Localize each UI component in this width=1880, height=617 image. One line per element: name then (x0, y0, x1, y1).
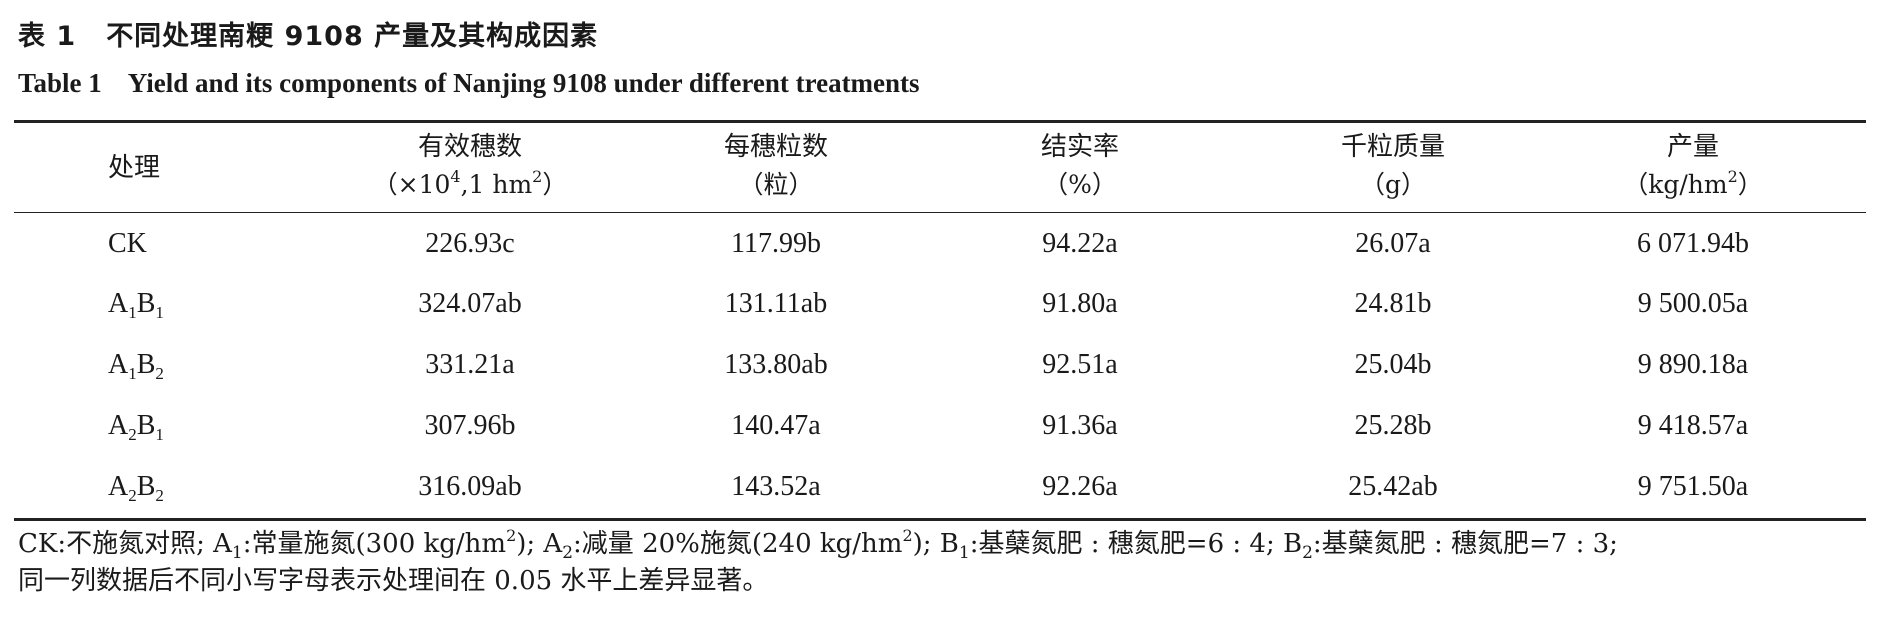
cell-setting-rate: 91.36a (1042, 410, 1118, 441)
header-yield-name: 产量 (1666, 132, 1719, 162)
table-bottom-rule (14, 518, 1866, 521)
table-footnote-line2: 同一列数据后不同小写字母表示处理间在 0.05 水平上差异显著。 (18, 566, 769, 596)
cell-grains: 140.47a (731, 410, 821, 441)
cell-treatment: A1B1 (108, 288, 164, 322)
cell-panicles: 226.93c (425, 228, 515, 259)
header-seed-setting-rate-unit: （%） (1043, 170, 1117, 199)
cell-grains: 131.11ab (724, 288, 828, 319)
cell-grain-weight: 25.28b (1354, 410, 1432, 441)
cell-panicles: 316.09ab (418, 471, 522, 502)
cell-grain-weight: 26.07a (1355, 228, 1431, 259)
caption-number-en: Table 1 (18, 68, 102, 98)
cell-yield: 9 751.50a (1637, 471, 1749, 502)
cell-panicles: 331.21a (425, 349, 515, 380)
table-caption-chinese: 表 1 不同处理南粳 9108 产量及其构成因素 (18, 14, 598, 53)
header-grains-per-panicle-unit: （粒） (738, 170, 814, 199)
table-caption-english: Table 1 Yield and its components of Nanji… (18, 68, 920, 99)
cell-panicles: 324.07ab (418, 288, 522, 319)
header-treatment: 处理 (108, 153, 161, 183)
table-top-rule (14, 120, 1866, 123)
cell-setting-rate: 92.51a (1042, 349, 1118, 380)
cell-setting-rate: 91.80a (1042, 288, 1118, 319)
cell-yield: 6 071.94b (1637, 228, 1749, 259)
cell-yield: 9 500.05a (1637, 288, 1749, 319)
header-effective-panicles: 有效穗数 （×104,1 hm2） (373, 128, 568, 204)
cell-setting-rate: 94.22a (1042, 228, 1118, 259)
cell-grains: 143.52a (731, 471, 821, 502)
cell-treatment: A2B1 (108, 410, 164, 444)
caption-title-en: Yield and its components of Nanjing 9108… (127, 68, 920, 98)
cell-yield: 9 890.18a (1637, 349, 1749, 380)
header-effective-panicles-unit: （×104,1 hm2） (372, 167, 568, 200)
cell-yield: 9 418.57a (1637, 410, 1749, 441)
cell-grains: 117.99b (731, 228, 821, 259)
header-yield: 产量 （kg/hm2） (1623, 128, 1763, 204)
header-effective-panicles-name: 有效穗数 (417, 132, 523, 162)
header-thousand-grain-weight-unit: （g） (1359, 170, 1427, 199)
header-grains-per-panicle: 每穗粒数 （粒） (724, 128, 828, 204)
table-footnote-line1: CK:不施氮对照; A1:常量施氮(300 kg/hm2); A2:减量 20%… (18, 526, 1618, 563)
header-seed-setting-rate-name: 结实率 (1040, 132, 1120, 162)
cell-panicles: 307.96b (424, 410, 516, 441)
caption-number-cn: 表 1 (18, 21, 77, 52)
cell-grain-weight: 25.04b (1354, 349, 1432, 380)
table-header-rule (14, 212, 1866, 213)
cell-grain-weight: 25.42ab (1348, 471, 1438, 502)
cell-treatment: CK (108, 228, 147, 259)
header-grains-per-panicle-name: 每穗粒数 (723, 132, 829, 162)
cell-setting-rate: 92.26a (1042, 471, 1118, 502)
header-seed-setting-rate: 结实率 （%） (1041, 128, 1119, 204)
header-yield-unit: （kg/hm2） (1623, 167, 1763, 200)
header-thousand-grain-weight: 千粒质量 （g） (1341, 128, 1445, 204)
header-thousand-grain-weight-name: 千粒质量 (1340, 132, 1446, 162)
cell-treatment: A2B2 (108, 471, 164, 505)
cell-treatment: A1B2 (108, 349, 164, 383)
caption-title-cn: 不同处理南粳 9108 产量及其构成因素 (106, 21, 599, 52)
cell-grains: 133.80ab (724, 349, 828, 380)
cell-grain-weight: 24.81b (1354, 288, 1432, 319)
